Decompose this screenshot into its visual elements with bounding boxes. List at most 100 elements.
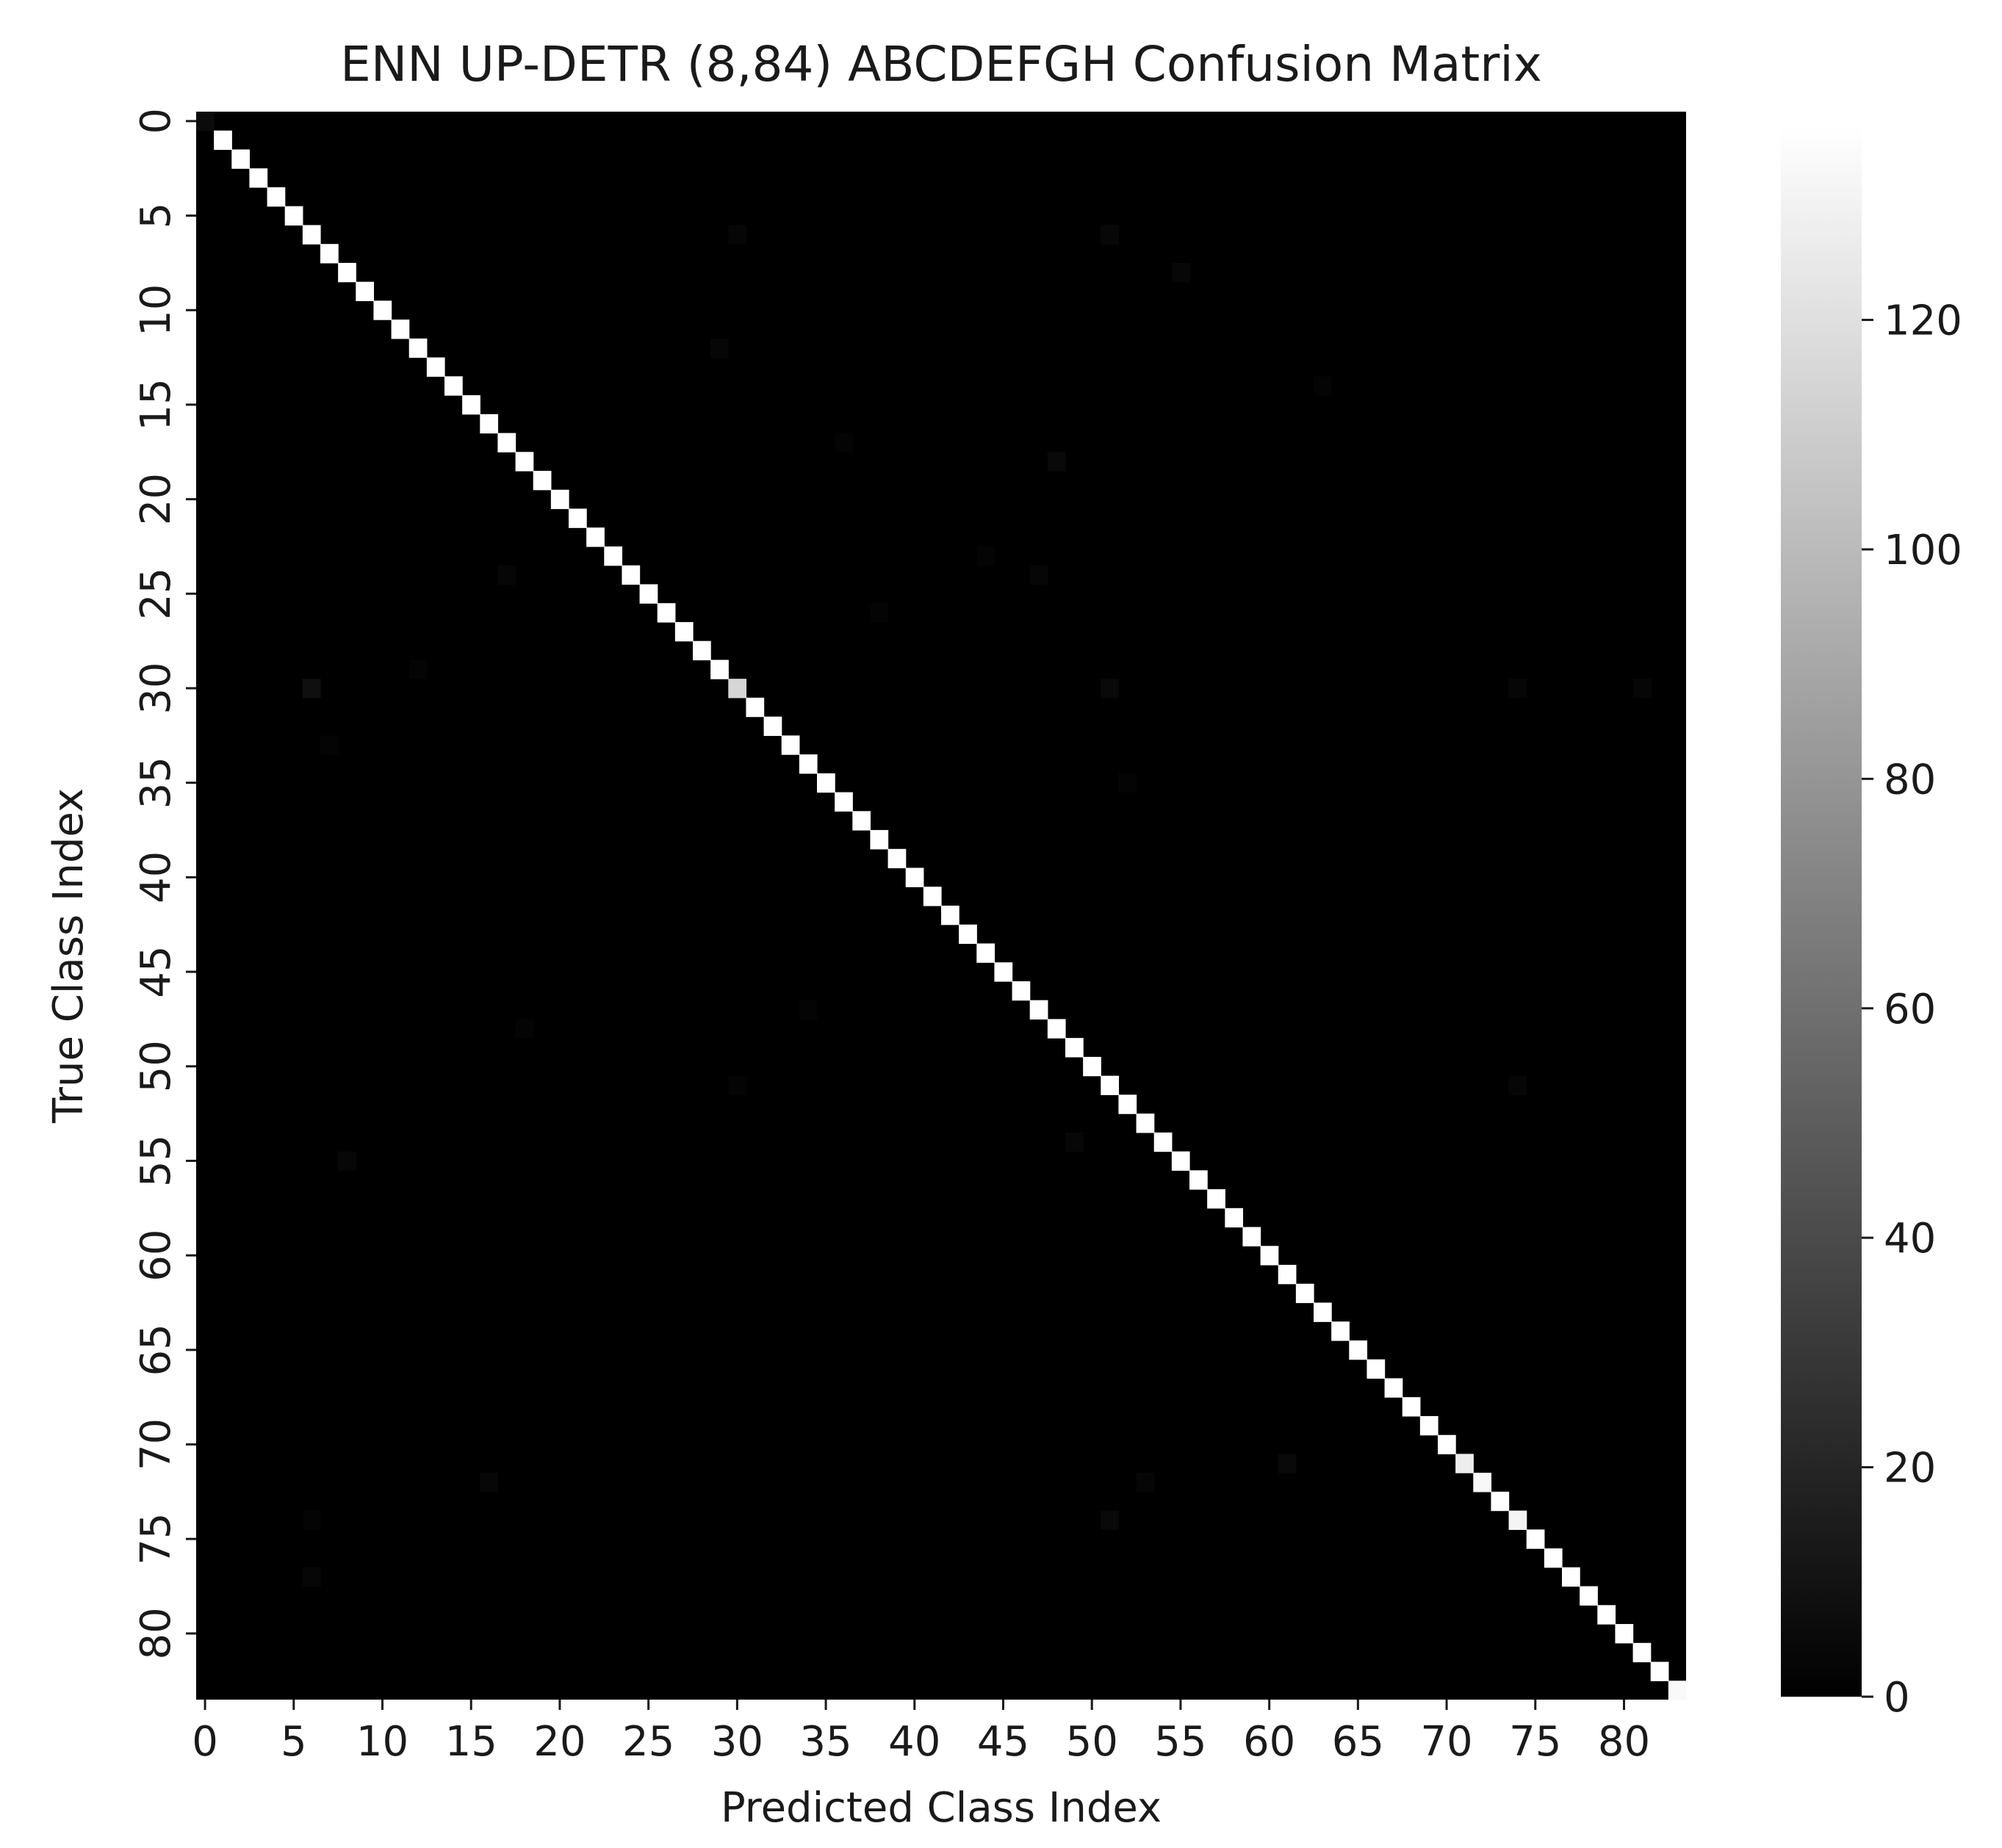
- heatmap-cell-diagonal: [1544, 1548, 1563, 1568]
- heatmap-cell-diagonal: [604, 546, 623, 566]
- heatmap-cell-diagonal: [1349, 1340, 1368, 1360]
- heatmap-cell: [480, 1473, 499, 1493]
- heatmap-cell: [302, 1510, 321, 1530]
- heatmap-cell-diagonal: [1242, 1227, 1261, 1246]
- x-tick-label: 15: [445, 1718, 497, 1766]
- heatmap-cell: [835, 433, 853, 452]
- y-tick-label: 0: [132, 108, 180, 134]
- x-tick-label: 70: [1420, 1718, 1472, 1766]
- heatmap-cell-diagonal: [1118, 1094, 1137, 1114]
- heatmap-cell-diagonal: [746, 697, 765, 718]
- heatmap-cell-diagonal: [1314, 1302, 1332, 1322]
- heatmap-cell-diagonal: [976, 943, 995, 963]
- y-tick-label: 45: [132, 945, 180, 997]
- heatmap-cell-diagonal: [1632, 1642, 1652, 1663]
- heatmap-cell: [1171, 262, 1190, 283]
- x-tick-label: 0: [192, 1718, 218, 1766]
- heatmap-cell-diagonal: [994, 962, 1013, 982]
- colorbar-tick-label: 40: [1884, 1215, 1936, 1263]
- heatmap-cell-diagonal: [639, 584, 658, 604]
- heatmap-cell-diagonal: [941, 906, 959, 925]
- x-tick-label: 30: [711, 1718, 763, 1766]
- x-tick-label: 10: [356, 1718, 408, 1766]
- heatmap-cell-diagonal: [923, 887, 942, 906]
- y-tick-label: 5: [132, 203, 180, 229]
- heatmap-cell: [408, 660, 428, 679]
- y-tick-label: 50: [132, 1040, 180, 1092]
- heatmap-cell-diagonal: [1153, 1132, 1173, 1152]
- heatmap-cell-diagonal: [550, 489, 569, 510]
- heatmap-cell-diagonal: [267, 187, 286, 207]
- heatmap-cell-diagonal: [1207, 1189, 1225, 1209]
- y-tick-label: 30: [132, 662, 180, 714]
- x-tick-label: 25: [622, 1718, 674, 1766]
- heatmap-cell-diagonal: [1189, 1170, 1208, 1190]
- heatmap-cell-diagonal: [1473, 1473, 1492, 1493]
- x-tick-label: 20: [533, 1718, 586, 1766]
- heatmap-cell-diagonal: [1438, 1434, 1456, 1455]
- colorbar-tick-label: 80: [1884, 756, 1936, 804]
- heatmap-cell-diagonal: [959, 924, 977, 945]
- heatmap-cell: [1632, 679, 1652, 699]
- y-tick-label: 55: [132, 1135, 180, 1187]
- heatmap-cell: [1118, 773, 1137, 793]
- heatmap-cell-diagonal: [835, 792, 853, 812]
- heatmap-cell-diagonal: [1136, 1114, 1155, 1133]
- heatmap-cell-diagonal: [444, 376, 463, 396]
- heatmap-cell-diagonal: [1668, 1681, 1687, 1700]
- x-tick-label: 5: [281, 1718, 307, 1766]
- heatmap-cell-diagonal: [462, 395, 480, 415]
- heatmap-cell: [1136, 1473, 1155, 1493]
- heatmap-cell: [1101, 1510, 1120, 1530]
- x-tick-label: 80: [1598, 1718, 1650, 1766]
- x-tick-label: 45: [977, 1718, 1029, 1766]
- x-axis-label: Predicted Class Index: [721, 1784, 1162, 1832]
- colorbar-tick-label: 120: [1884, 297, 1962, 345]
- heatmap-cell-diagonal: [852, 811, 871, 831]
- heatmap-cells: [196, 112, 1687, 1700]
- heatmap-cell-diagonal: [302, 225, 321, 245]
- heatmap-cell-diagonal: [693, 640, 711, 661]
- y-tick-label: 60: [132, 1230, 180, 1282]
- heatmap-cell-diagonal: [870, 830, 889, 850]
- heatmap-cell: [515, 1019, 534, 1039]
- heatmap-cell-diagonal: [196, 112, 215, 131]
- heatmap-cell: [1278, 1454, 1297, 1473]
- heatmap-cell-diagonal: [1331, 1321, 1350, 1341]
- x-tick-label: 60: [1243, 1718, 1295, 1766]
- heatmap-cell: [338, 1151, 356, 1171]
- heatmap-cell-diagonal: [1615, 1624, 1634, 1644]
- heatmap-cell-diagonal: [426, 357, 445, 377]
- y-tick-label: 70: [132, 1418, 180, 1470]
- x-tick-label: 50: [1066, 1718, 1118, 1766]
- heatmap-cell-diagonal: [1029, 1000, 1048, 1020]
- heatmap-cell-diagonal: [1491, 1491, 1510, 1512]
- heatmap-cell-diagonal: [657, 603, 676, 623]
- heatmap-cell-diagonal: [905, 867, 924, 887]
- heatmap-cell-diagonal: [781, 735, 800, 755]
- heatmap-cell: [799, 1000, 818, 1020]
- heatmap-cell-diagonal: [391, 320, 410, 339]
- heatmap-cell: [1314, 376, 1332, 396]
- heatmap-cell-diagonal: [887, 848, 907, 869]
- heatmap-cell-diagonal: [586, 527, 605, 547]
- heatmap-cell-diagonal: [1047, 1019, 1066, 1039]
- heatmap-cell-diagonal: [1402, 1397, 1421, 1417]
- heatmap-cell-diagonal: [710, 660, 729, 679]
- colorbar-tick-label: 100: [1884, 527, 1962, 574]
- heatmap-cell-diagonal: [249, 168, 268, 188]
- heatmap-cell-diagonal: [1171, 1151, 1190, 1171]
- colorbar-tick-label: 20: [1884, 1445, 1936, 1493]
- heatmap-cell: [302, 679, 321, 699]
- heatmap-cell-diagonal: [1580, 1586, 1598, 1606]
- y-tick-label: 40: [132, 851, 180, 903]
- heatmap-cell-diagonal: [728, 679, 747, 699]
- heatmap-cell-diagonal: [1367, 1359, 1386, 1379]
- heatmap-cell-diagonal: [1101, 1075, 1120, 1095]
- colorbar-tick-label: 60: [1884, 986, 1936, 1033]
- heatmap-cell-diagonal: [763, 716, 782, 736]
- heatmap-cell-diagonal: [1295, 1283, 1314, 1304]
- heatmap-cell-diagonal: [1455, 1454, 1474, 1473]
- y-tick-label: 65: [132, 1324, 180, 1376]
